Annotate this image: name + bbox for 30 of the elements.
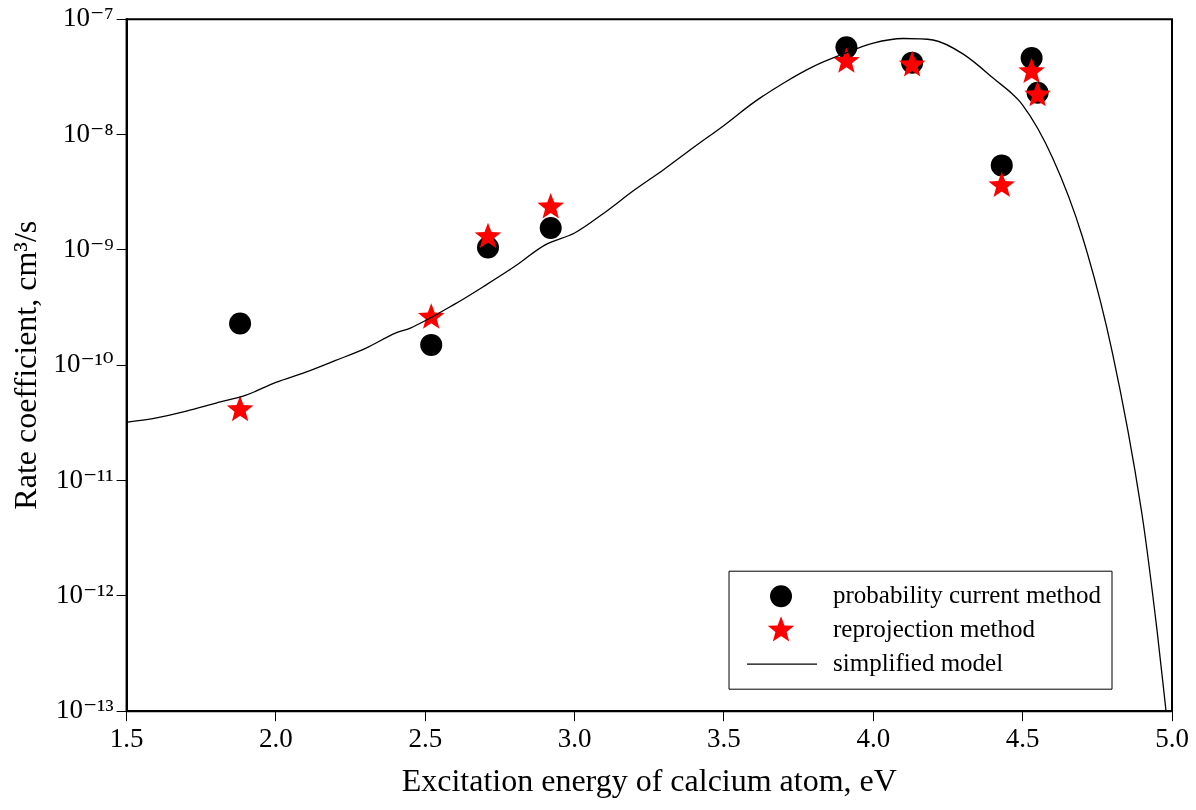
x-tick-label: 2.5 — [408, 723, 443, 754]
y-axis-title: Rate coefficient, cm³/s — [6, 220, 43, 510]
legend-label: reprojection method — [833, 614, 1036, 642]
point — [229, 312, 252, 335]
legend-label: probability current method — [833, 580, 1102, 608]
y-tick-label: 10⁻⁹ — [62, 232, 114, 263]
point — [537, 193, 565, 219]
x-tick-label: 1.5 — [109, 723, 144, 754]
x-axis-title: Excitation energy of calcium atom, eV — [401, 762, 897, 799]
point — [1018, 57, 1045, 84]
x-tick-label: 3.5 — [707, 723, 741, 754]
point — [833, 47, 860, 73]
y-tick-label: 10⁻¹⁰ — [53, 348, 114, 379]
y-tick-label: 10⁻⁸ — [62, 117, 114, 148]
point — [474, 222, 502, 249]
y-tick-label: 10⁻¹² — [56, 578, 114, 609]
point — [988, 171, 1016, 198]
y-tick-label: 10⁻¹¹ — [56, 463, 114, 494]
x-tick-label: 4.0 — [856, 723, 891, 754]
y-tick-label: 10⁻⁷ — [62, 2, 114, 33]
point — [990, 154, 1013, 177]
x-tick-label: 4.5 — [1005, 723, 1040, 754]
point — [226, 395, 254, 422]
x-tick-label: 3.0 — [557, 723, 592, 754]
point — [420, 333, 443, 356]
x-tick-label: 5.0 — [1155, 723, 1189, 754]
y-tick-label: 10⁻¹³ — [56, 694, 114, 725]
legend-label: simplified model — [833, 648, 1004, 676]
x-tick-label: 2.0 — [259, 723, 293, 754]
point — [539, 216, 562, 239]
